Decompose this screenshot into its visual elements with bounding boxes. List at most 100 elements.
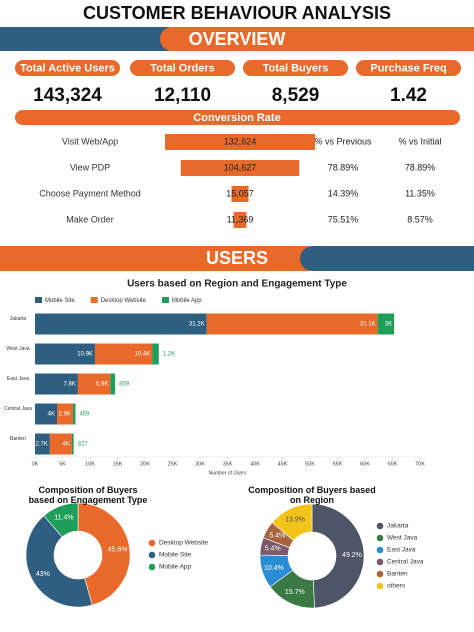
slice-label: 5.4% bbox=[269, 533, 285, 540]
x-tick-label: 60K bbox=[360, 461, 370, 467]
funnel-bar bbox=[231, 186, 249, 202]
legend-label: Mobile App bbox=[159, 564, 192, 571]
funnel-bar bbox=[165, 134, 315, 150]
bar-segment bbox=[35, 433, 50, 455]
x-tick-label: 25K bbox=[168, 461, 178, 467]
stage-label: Choose Payment Method bbox=[39, 188, 141, 198]
pct-initial: 8.57% bbox=[407, 214, 433, 224]
legend-label: West Java bbox=[387, 535, 418, 542]
bar-segment bbox=[110, 373, 116, 395]
x-tick-label: 40K bbox=[250, 461, 260, 467]
value-label: 104,627 bbox=[224, 162, 257, 172]
legend-label: Mobile Site bbox=[159, 552, 192, 559]
donut-slice bbox=[271, 503, 313, 542]
y-tick-label: Banten bbox=[10, 436, 26, 442]
column-header: % vs Initial bbox=[398, 136, 441, 146]
value-label: 10.4K bbox=[134, 352, 150, 358]
kpi-pill bbox=[356, 60, 461, 76]
band-right bbox=[160, 27, 474, 51]
funnel-bar bbox=[180, 160, 300, 176]
bar-segment bbox=[72, 403, 76, 425]
bar-segment bbox=[77, 373, 111, 395]
bar-segment bbox=[152, 343, 159, 365]
bar-segment bbox=[206, 313, 378, 335]
x-tick-label: 55K bbox=[333, 461, 343, 467]
x-tick-label: 5K bbox=[59, 461, 66, 467]
slice-label: 15.7% bbox=[285, 589, 305, 596]
bar-segment bbox=[71, 433, 74, 455]
x-tick-label: 35K bbox=[223, 461, 233, 467]
value-label: 1.2K bbox=[163, 352, 175, 358]
chart-title: Composition of Buyers based on Region bbox=[248, 485, 376, 506]
legend-label: East Java bbox=[387, 547, 416, 554]
bar-segment bbox=[35, 343, 95, 365]
chart-title: Users based on Region and Engagement Typ… bbox=[127, 279, 347, 290]
bar-segment bbox=[35, 313, 207, 335]
bar-segment bbox=[377, 313, 395, 335]
legend-swatch bbox=[376, 534, 384, 542]
pct-prev: 14.39% bbox=[328, 188, 359, 198]
value-label: 5.9K bbox=[96, 382, 108, 388]
slice-label: 11.4% bbox=[54, 514, 73, 521]
slice-label: 5.4% bbox=[265, 545, 281, 552]
kpi-pill bbox=[130, 60, 235, 76]
value-label: 132,624 bbox=[224, 136, 257, 146]
pct-prev: 78.89% bbox=[328, 162, 359, 172]
value-label: 2.7K bbox=[36, 442, 48, 448]
legend-swatch bbox=[376, 570, 384, 578]
legend-label: Mobile App bbox=[172, 298, 202, 304]
value-label: 15,057 bbox=[226, 188, 254, 198]
kpi-label: Total Buyers bbox=[263, 62, 329, 74]
stage-label: Visit Web/App bbox=[62, 136, 118, 146]
slice-label: 10.4% bbox=[264, 565, 284, 572]
slice-label: 49.2% bbox=[342, 552, 362, 559]
x-tick-label: 70K bbox=[415, 461, 425, 467]
value-label: 7.8K bbox=[64, 382, 76, 388]
value-label: 10.9K bbox=[77, 352, 93, 358]
legend-label: Desktop Website bbox=[159, 540, 208, 547]
value-label: 4K bbox=[63, 442, 70, 448]
band-right bbox=[300, 246, 474, 271]
legend-label: Banten bbox=[387, 571, 408, 578]
pct-initial: 11.35% bbox=[405, 188, 435, 198]
value-label: 459 bbox=[79, 412, 90, 418]
kpi-value: 1.42 bbox=[390, 85, 427, 106]
value-label: 3K bbox=[385, 322, 392, 328]
legend-swatch bbox=[376, 522, 384, 530]
donut-slice bbox=[25, 515, 93, 608]
x-tick-label: 30K bbox=[195, 461, 205, 467]
legend-swatch bbox=[161, 297, 169, 303]
x-axis-label: Number of Users bbox=[209, 470, 247, 476]
value-label: 2.9K bbox=[59, 412, 71, 418]
x-tick-label: 15K bbox=[113, 461, 123, 467]
bar-segment bbox=[35, 373, 78, 395]
section-heading: OVERVIEW bbox=[189, 29, 286, 49]
kpi-label: Total Active Users bbox=[20, 62, 115, 74]
slice-label: 45.6% bbox=[108, 546, 128, 553]
x-tick-label: 65K bbox=[388, 461, 398, 467]
y-tick-label: Central Java bbox=[3, 406, 33, 412]
donut-slice bbox=[77, 502, 131, 606]
chart-title: Composition of Buyers based on Engagemen… bbox=[28, 485, 148, 506]
legend-swatch bbox=[376, 546, 384, 554]
value-label: 327 bbox=[78, 442, 89, 448]
stage-label: View PDP bbox=[70, 162, 110, 172]
x-tick-label: 0K bbox=[32, 461, 39, 467]
x-tick-label: 10K bbox=[85, 461, 95, 467]
legend-label: Desktop Website bbox=[101, 298, 147, 304]
y-tick-label: East Java bbox=[7, 376, 29, 382]
bar-segment bbox=[49, 433, 72, 455]
value-label: 11,369 bbox=[227, 214, 254, 224]
value-label: 31.2K bbox=[189, 322, 205, 328]
column-header: % vs Previous bbox=[314, 136, 372, 146]
band-left bbox=[0, 27, 180, 51]
value-label: 4K bbox=[48, 412, 55, 418]
legend-swatch bbox=[376, 582, 384, 590]
value-label: 859 bbox=[119, 382, 130, 388]
kpi-pill bbox=[15, 60, 120, 76]
x-tick-label: 50K bbox=[305, 461, 315, 467]
slice-label: 13.9% bbox=[285, 517, 305, 524]
legend-swatch bbox=[35, 297, 42, 303]
